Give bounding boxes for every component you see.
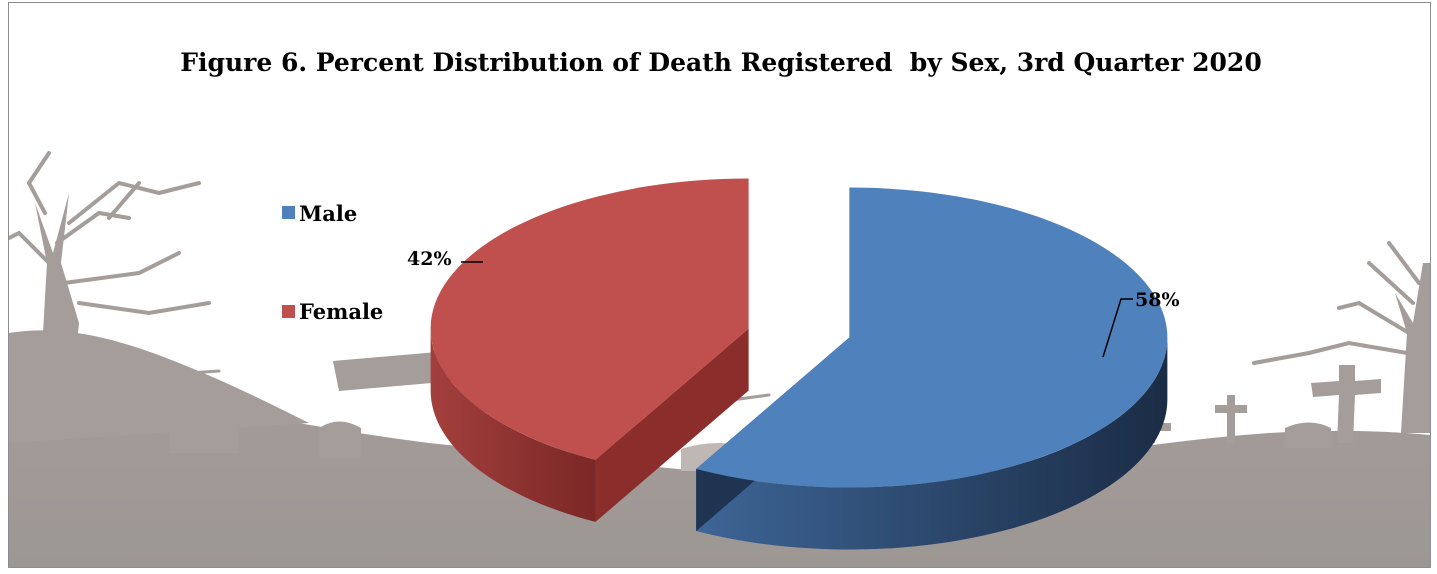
pie-slice-cut-female-0 [595, 328, 749, 522]
chart-frame: Figure 6. Percent Distribution of Death … [8, 2, 1431, 568]
pie-chart: Figure 6. Percent Distribution of Death … [9, 48, 1430, 567]
pie-slice-top-female [430, 178, 749, 460]
legend-label-female: Female [299, 299, 383, 324]
pie-slice-male [696, 187, 1168, 550]
chart-title: Figure 6. Percent Distribution of Death … [180, 48, 1261, 77]
legend-label-male: Male [299, 201, 357, 226]
pie-slices [430, 178, 1168, 550]
pie-slice-side-female [430, 328, 596, 522]
legend-swatch-female [282, 305, 295, 318]
data-labels: 58% 42% [407, 248, 1180, 358]
pie-slice-top-male [696, 187, 1168, 488]
data-label-female: 42% [407, 248, 452, 270]
chart-legend: Male Female [282, 201, 383, 324]
data-label-male: 58% [1135, 289, 1180, 311]
pie-slice-female [430, 178, 749, 522]
pie-slice-side-male [696, 337, 1168, 550]
legend-swatch-male [282, 206, 295, 219]
leader-line-male [1102, 298, 1133, 358]
